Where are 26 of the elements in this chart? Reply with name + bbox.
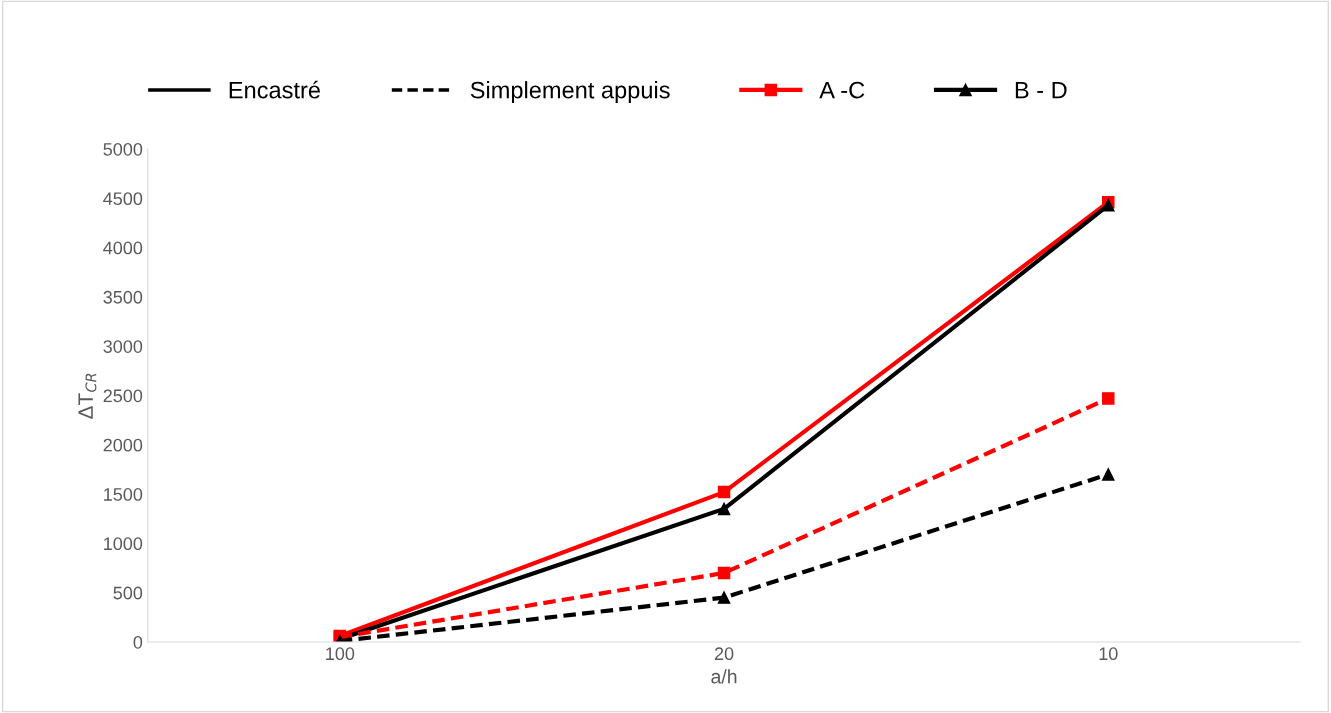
point bbox=[717, 566, 731, 580]
text: Simplement appuis bbox=[470, 81, 670, 104]
y-tick-label: 3500 bbox=[103, 290, 143, 304]
text: Encastré bbox=[229, 80, 320, 99]
x-axis-title: a/h bbox=[711, 669, 737, 684]
y-tick-label: 5000 bbox=[103, 142, 143, 156]
y-tick-label: 3000 bbox=[103, 340, 143, 353]
y-tick-label: 0 bbox=[133, 635, 143, 649]
x-tick-label: 10 bbox=[1099, 647, 1118, 661]
y-tick-label: 4500 bbox=[103, 192, 143, 206]
y-tick-label: 2000 bbox=[103, 438, 143, 452]
y-tick-label: 1500 bbox=[104, 488, 143, 501]
x-tick-label: 100 bbox=[326, 647, 355, 661]
point bbox=[717, 485, 731, 499]
x-tick-label: 20 bbox=[714, 647, 734, 661]
legend-label: A -C bbox=[819, 81, 865, 99]
y-tick-label: 1000 bbox=[104, 537, 143, 551]
y-tick-label: 4000 bbox=[103, 241, 143, 255]
y-axis-title: ΔT$_{CR}$ bbox=[78, 373, 97, 419]
point bbox=[717, 502, 731, 516]
y-tick-label: 2500 bbox=[103, 389, 143, 403]
y-tick-label: 500 bbox=[113, 586, 143, 600]
point bbox=[717, 591, 731, 604]
point bbox=[1102, 468, 1115, 481]
legend-label: B - D bbox=[1015, 81, 1067, 99]
point bbox=[1102, 392, 1115, 405]
